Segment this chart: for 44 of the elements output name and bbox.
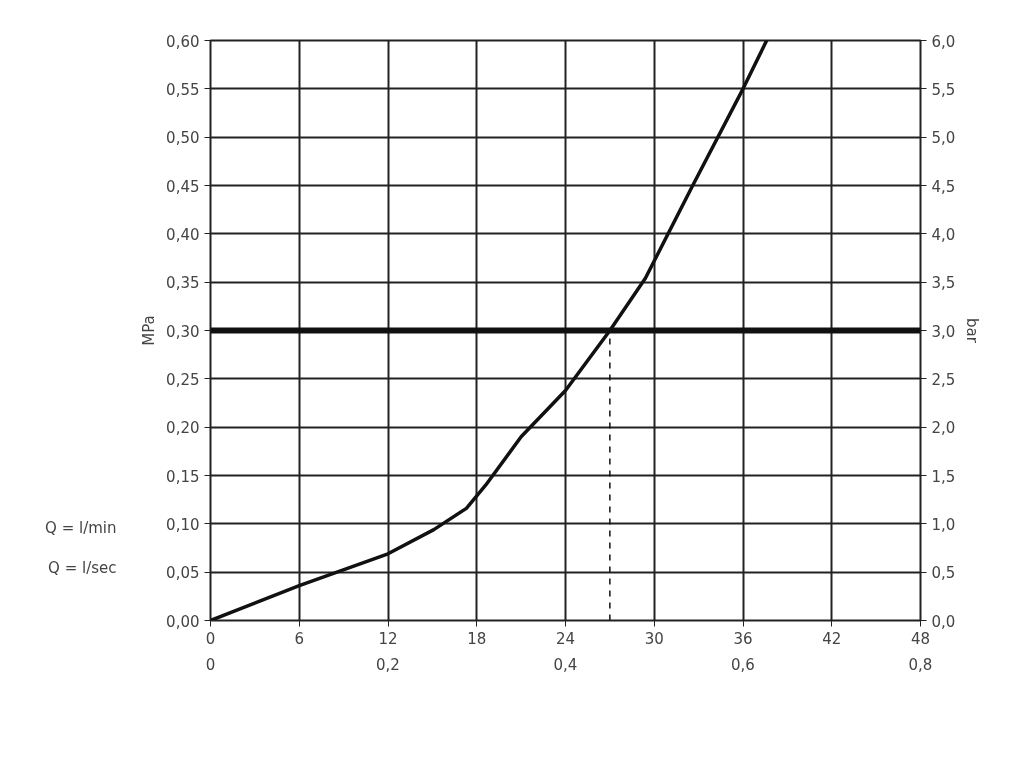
x2-tick-label: 0,4 [553, 655, 578, 674]
y-tick-label: 0,50 [166, 129, 200, 148]
y2-tick-label: 6,0 [931, 32, 956, 51]
y-tick-label: 0,00 [166, 612, 200, 631]
x-tick-label: 36 [733, 629, 753, 648]
x-tick-label: 6 [294, 629, 305, 648]
x2-tick-label: 0,8 [908, 655, 933, 674]
x-axis-title: Q = l/min [45, 518, 117, 537]
x-tick-label: 0 [205, 629, 216, 648]
y-tick-label: 0,15 [166, 467, 200, 486]
x2-tick-label: 0 [205, 655, 216, 674]
x-tick-label: 48 [910, 629, 931, 648]
y2-tick-label: 2,0 [931, 419, 956, 438]
y2-tick-label: 5,5 [931, 80, 956, 99]
x-tick-label: 24 [555, 629, 576, 648]
y2-tick-label: 3,5 [931, 274, 956, 293]
x-tick-label: 18 [467, 629, 487, 648]
x2-tick-label: 0,6 [731, 655, 755, 674]
y2-tick-label: 1,5 [931, 467, 956, 486]
y-tick-label: 0,55 [166, 80, 200, 99]
x2-axis-title: Q = l/sec [48, 558, 117, 577]
x-tick-label: 42 [822, 629, 842, 648]
y-tick-label: 0,20 [166, 419, 200, 438]
y-tick-label: 0,30 [166, 322, 200, 341]
y-tick-label: 0,10 [166, 515, 200, 534]
y2-axis-title: bar [963, 318, 982, 344]
y2-tick-label: 3,0 [931, 322, 956, 341]
x-tick-label: 12 [378, 629, 398, 648]
y-tick-label: 0,25 [166, 370, 200, 389]
y2-tick-label: 4,5 [931, 177, 956, 196]
x2-tick-label: 0,2 [376, 655, 400, 674]
y-tick-label: 0,45 [166, 177, 200, 196]
y2-tick-label: 4,0 [931, 225, 956, 244]
y-tick-label: 0,35 [166, 274, 200, 293]
y-tick-label: 0,05 [166, 564, 200, 583]
y2-tick-label: 5,0 [931, 129, 956, 148]
x-tick-label: 30 [644, 629, 664, 648]
y2-tick-label: 1,0 [931, 515, 956, 534]
y2-tick-label: 0,5 [931, 564, 956, 583]
y-tick-label: 0,60 [166, 32, 200, 51]
y-tick-label: 0,40 [166, 225, 200, 244]
y2-tick-label: 2,5 [931, 370, 956, 389]
y2-tick-label: 0,0 [931, 612, 956, 631]
y-axis-title: MPa [140, 315, 159, 346]
